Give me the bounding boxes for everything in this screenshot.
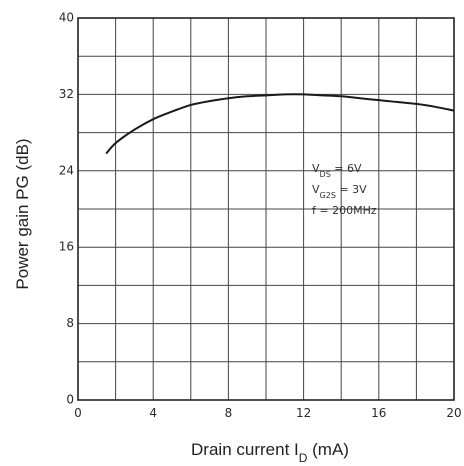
y-tick-label: 24 — [59, 163, 74, 177]
x-tick-label: 0 — [74, 406, 82, 420]
x-tick-label: 20 — [446, 406, 461, 420]
y-tick-label: 32 — [59, 87, 74, 101]
y-tick-label: 8 — [66, 316, 74, 330]
x-tick-label: 8 — [225, 406, 233, 420]
annotation-vds: VDS = 6V — [312, 162, 362, 179]
annotation-vg2s: VG2S = 3V — [312, 183, 367, 200]
grid — [78, 18, 454, 400]
x-tick-labels: 0 4 8 12 16 20 — [74, 406, 461, 420]
x-tick-label: 16 — [371, 406, 386, 420]
annotation-frequency: f = 200MHz — [312, 204, 377, 217]
y-tick-labels: 0 8 16 24 32 40 — [59, 11, 74, 407]
y-tick-label: 0 — [66, 393, 74, 407]
x-tick-label: 4 — [149, 406, 157, 420]
y-tick-label: 40 — [59, 11, 74, 25]
y-axis-title: Power gain PG (dB) — [13, 138, 32, 289]
annotation-box: VDS = 6V VG2S = 3V f = 200MHz — [312, 162, 377, 217]
x-axis-title: Drain current ID (mA) — [191, 440, 349, 465]
plot-frame — [77, 17, 455, 401]
x-tick-label: 12 — [296, 406, 311, 420]
series-line — [105, 93, 455, 155]
y-tick-label: 16 — [59, 240, 74, 254]
